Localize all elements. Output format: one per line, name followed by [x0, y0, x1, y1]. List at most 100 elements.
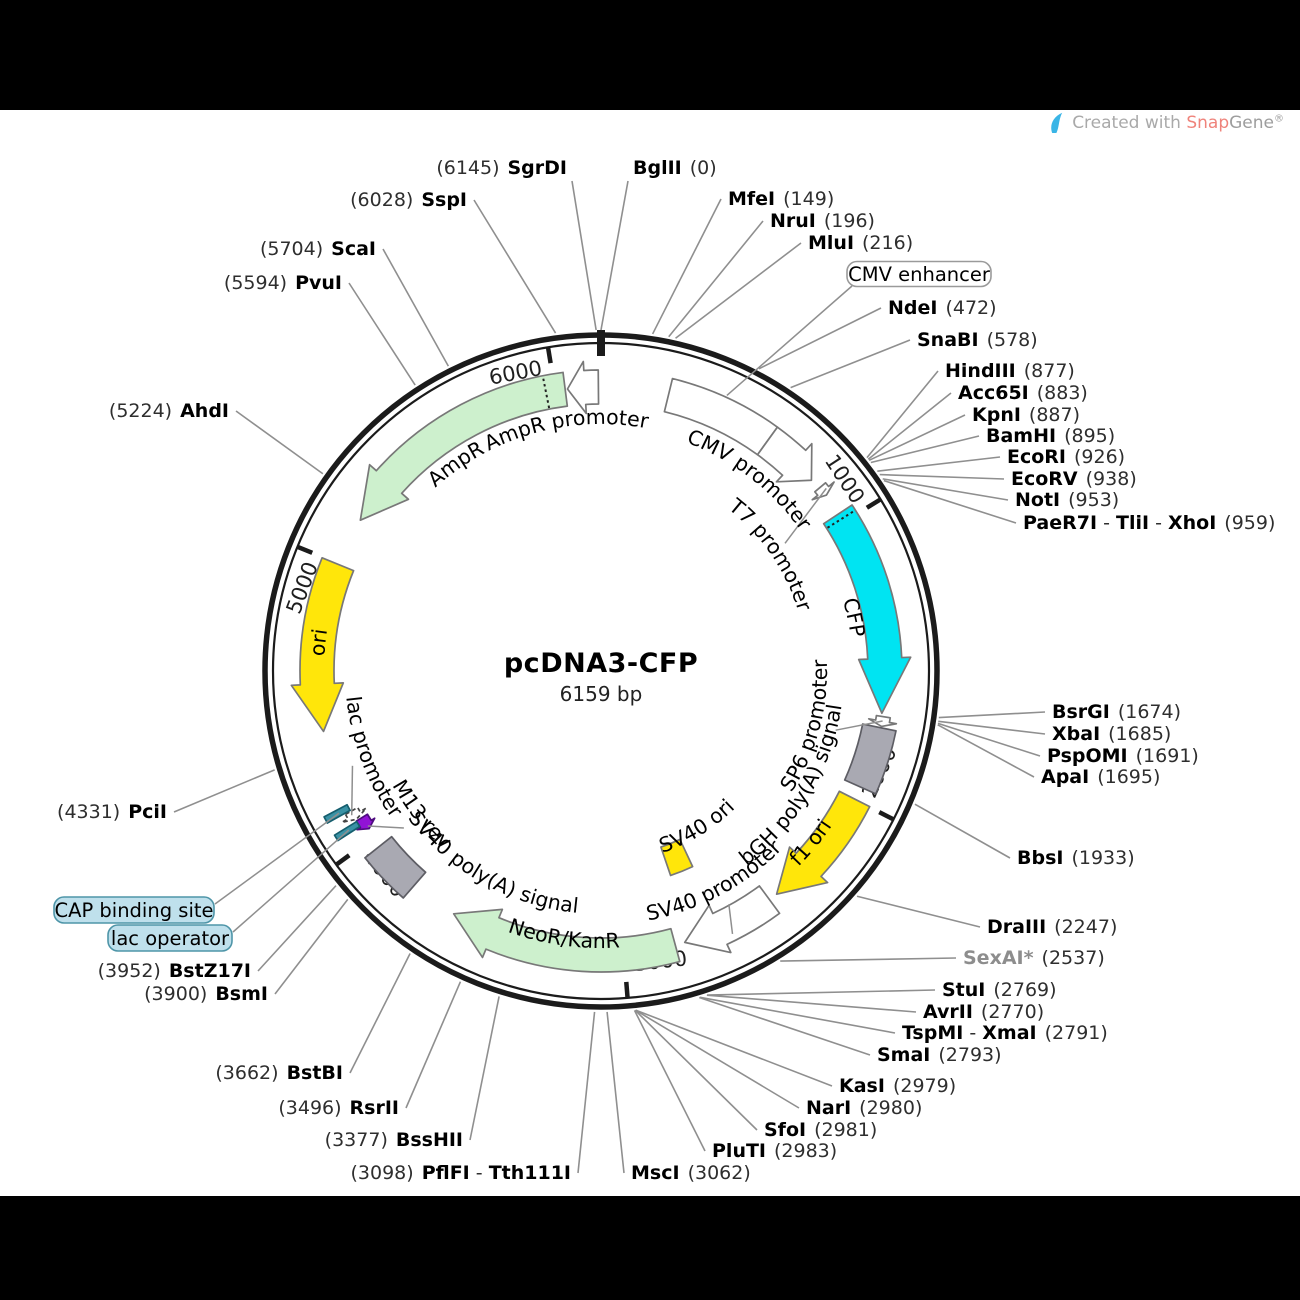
callout-line-ndei — [758, 307, 882, 370]
callout-line-kasi — [635, 1009, 833, 1087]
callout-line-scai — [382, 248, 450, 367]
site-label-pluti: PluTI (2983) — [712, 1140, 837, 1162]
feature-ampr-promoter — [566, 360, 600, 415]
site-label-tspmi-xmai: TspMI - XmaI (2791) — [902, 1022, 1108, 1044]
boxed-label-text: CAP binding site — [54, 899, 213, 922]
site-label-bsrgi: BsrGI (1674) — [1052, 701, 1181, 723]
callout-line-xbai — [938, 720, 1046, 735]
feature-sv40-ori — [660, 838, 694, 877]
callout-line-hindiii — [866, 370, 939, 459]
site-label-bsshii: (3377) BssHII — [325, 1129, 463, 1151]
callout-line-bsshii — [469, 996, 500, 1141]
site-label-paer7i-tlii-xhoi: PaeR7I - TliI - XhoI (959) — [1023, 512, 1275, 534]
feature-bgh-poly-a-signal — [843, 723, 897, 795]
callout-line-apai — [937, 724, 1035, 778]
site-label-sfoi: SfoI (2981) — [764, 1119, 877, 1141]
callout-line-bglii — [600, 180, 629, 331]
site-label-hindiii: HindIII (877) — [945, 360, 1075, 382]
major-tick — [865, 497, 882, 510]
boxed-label-cap-binding-site — [53, 896, 215, 924]
site-label-bglii: BglII (0) — [633, 157, 717, 179]
callout-line-pvui — [348, 282, 416, 386]
major-tick — [624, 981, 630, 999]
callout-line-bstbi — [349, 953, 411, 1074]
site-label-xbai: XbaI (1685) — [1052, 723, 1171, 745]
snapgene-logo-icon — [1051, 112, 1063, 133]
site-label-smai: SmaI (2793) — [877, 1044, 1002, 1066]
callout-line-tspmi-xmai — [699, 996, 896, 1034]
boxed-label-text: lac operator — [111, 927, 230, 950]
major-tick — [296, 544, 314, 555]
site-label-kpni: KpnI (887) — [972, 404, 1080, 426]
major-tick — [334, 853, 351, 867]
site-callout-lines — [173, 180, 1046, 1174]
feature-cmv-promoter — [756, 426, 813, 483]
feature-f1-ori — [775, 790, 871, 896]
callout-line-pspomi — [937, 722, 1041, 757]
site-label-bstz17i: (3952) BstZ17I — [98, 960, 251, 982]
brand-gene: Gene — [1229, 113, 1274, 133]
site-label-pflfi-tth111i: (3098) PflFI - Tth111I — [351, 1162, 572, 1184]
callout-line-rsrii — [405, 981, 462, 1109]
callout-line-pcii — [173, 769, 275, 813]
callout-line-pflfi-tth111i — [577, 1011, 596, 1174]
callout-line-nrui — [668, 220, 764, 338]
site-label-scai: (5704) ScaI — [260, 238, 376, 260]
feature-sv40-poly-a-signal — [364, 835, 427, 899]
callout-line-snabi — [790, 339, 911, 389]
callout-line-paer7i-tlii-xhoi — [883, 479, 1017, 524]
callout-line-msci — [606, 1011, 625, 1174]
boxed-label-callout-line — [726, 285, 853, 396]
site-label-sexai*: SexAI* (2537) — [963, 947, 1105, 969]
callout-line-sfoi — [634, 1009, 758, 1131]
callout-line-bsrgi — [938, 711, 1046, 719]
major-tick — [878, 810, 895, 822]
site-label-noti: NotI (953) — [1015, 489, 1119, 511]
site-label-mlui: MluI (216) — [808, 232, 913, 254]
site-label-stui: StuI (2769) — [942, 979, 1057, 1001]
feature-callout-line — [784, 487, 827, 544]
site-label-ahdi: (5224) AhdI — [109, 400, 229, 422]
site-label-nari: NarI (2980) — [806, 1097, 922, 1119]
site-labels: BglII (0) MfeI (149)NruI (196)MluI (216) NdeI(… — [57, 157, 1275, 1184]
callout-line-ecorv — [879, 473, 1005, 480]
site-label-ecori: EcoRI (926) — [1007, 446, 1125, 468]
feature-sv40-promoter — [683, 885, 781, 954]
feature-label-sv40-ori: SV40 ori — [656, 794, 739, 857]
feature-callout-line — [367, 825, 404, 829]
feature-t7-promoter — [811, 481, 835, 501]
plasmid-size: 6159 bp — [559, 682, 643, 706]
feature-callout-line — [728, 904, 734, 935]
feature-callout-line — [835, 720, 883, 731]
site-label-acc65i: Acc65I (883) — [958, 382, 1088, 404]
boxed-label-callout-line — [232, 829, 350, 933]
site-label-nrui: NruI (196) — [770, 210, 875, 232]
site-label-pspomi: PspOMI (1691) — [1047, 745, 1199, 767]
site-label-pcii: (4331) PciI — [57, 801, 167, 823]
site-label-ecorv: EcoRV (938) — [1011, 468, 1137, 490]
feature-ori — [290, 557, 355, 733]
callout-line-bsmi — [274, 898, 349, 995]
boxed-label-callout-line — [214, 812, 340, 905]
boxed-label-cmv-enhancer — [846, 260, 992, 288]
feature-callout-lines — [350, 487, 883, 935]
callout-line-noti — [882, 478, 1009, 501]
callout-line-draiii — [856, 895, 981, 928]
credit-text: Created with SnapGene® — [1072, 113, 1284, 133]
plasmid-title-block: pcDNA3-CFP 6159 bp — [504, 648, 698, 706]
boxed-label-text: CMV enhancer — [848, 263, 991, 286]
site-label-ndei: NdeI (472) — [888, 297, 997, 319]
site-label-msci: MscI (3062) — [631, 1162, 751, 1184]
site-label-bamhi: BamHI (895) — [986, 425, 1115, 447]
callout-line-sexai* — [780, 957, 957, 962]
brand-snap: Snap — [1186, 113, 1230, 133]
boxed-label-lac-operator — [107, 924, 233, 952]
site-label-sgrdi: (6145) SgrDI — [436, 157, 567, 179]
callout-line-ahdi — [235, 410, 324, 475]
site-label-snabi: SnaBI (578) — [917, 329, 1038, 351]
site-label-draiii: DraIII (2247) — [987, 916, 1117, 938]
site-label-sspi: (6028) SspI — [350, 189, 467, 211]
site-label-avrii: AvrII (2770) — [923, 1001, 1044, 1023]
callout-line-smai — [698, 996, 871, 1056]
